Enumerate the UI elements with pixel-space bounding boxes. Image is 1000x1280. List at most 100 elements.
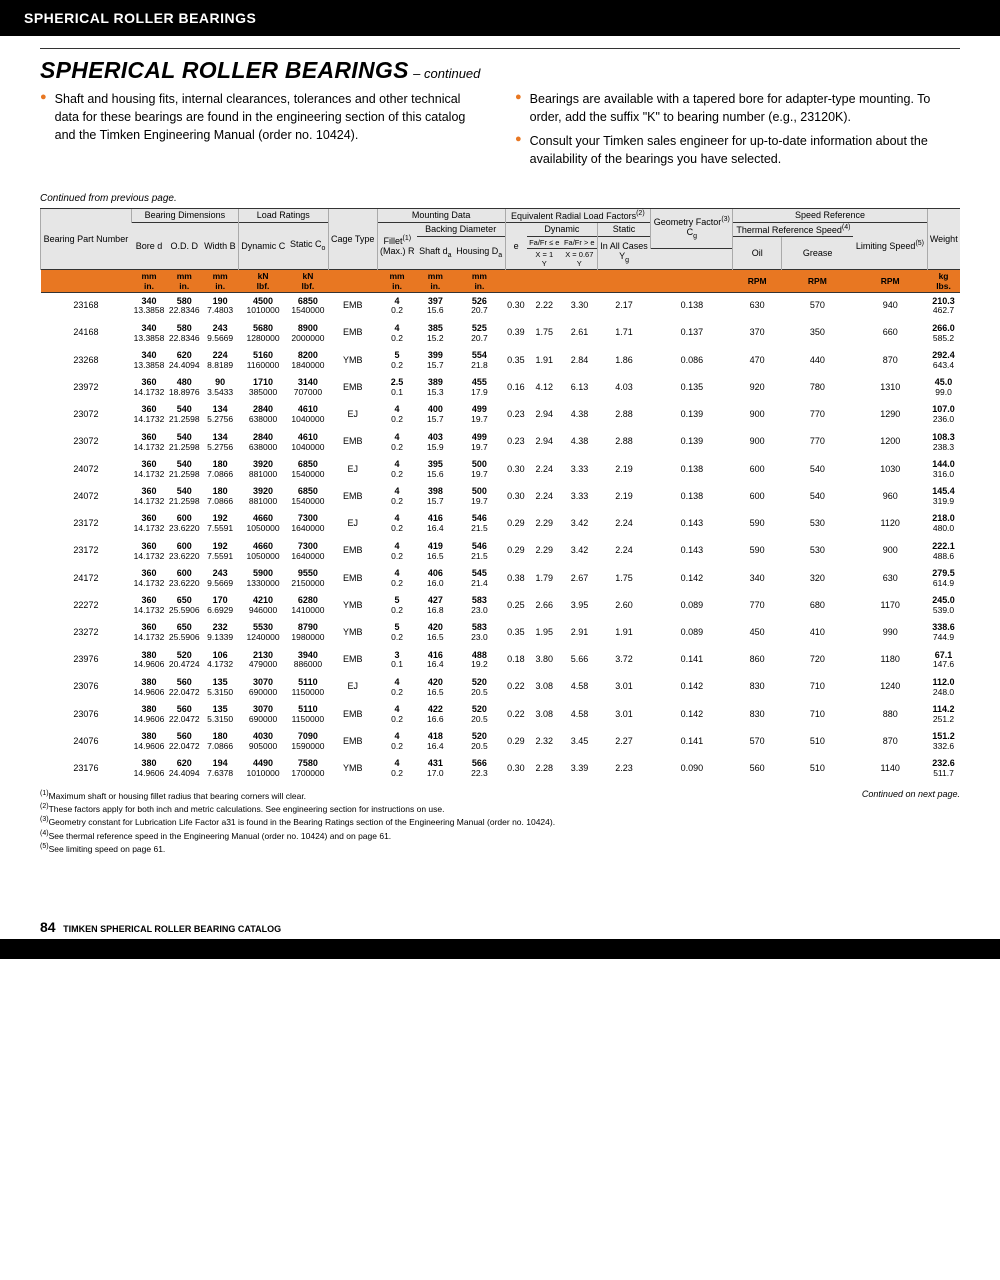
cell: 0.141 — [651, 647, 733, 674]
cell: 40015.7 — [417, 401, 454, 428]
cell: 338.6744.9 — [927, 619, 960, 646]
cell: 2.19 — [597, 456, 650, 483]
cell: 36014.1732 — [131, 456, 166, 483]
cell: 0.142 — [651, 565, 733, 592]
cell: 2248.8189 — [202, 347, 239, 374]
title-row: SPHERICAL ROLLER BEARINGS – continued — [40, 48, 960, 84]
cell: 2.88 — [597, 429, 650, 456]
cell: 58022.8346 — [167, 320, 202, 347]
cell: 58022.8346 — [167, 292, 202, 320]
cell: 50.2 — [377, 347, 417, 374]
cell: 2.24 — [527, 483, 562, 510]
cell: 108.3238.3 — [927, 429, 960, 456]
cell: 2.50.1 — [377, 374, 417, 401]
cell: 232.6511.7 — [927, 755, 960, 782]
cell-cage: EJ — [328, 401, 377, 428]
cell: 0.141 — [651, 728, 733, 755]
cell: 560 — [733, 755, 781, 782]
cell: 51101150000 — [288, 674, 329, 701]
cell: 0.16 — [505, 374, 527, 401]
u-sc: kNlbf. — [288, 269, 329, 292]
cell: 3070690000 — [238, 674, 287, 701]
bullet-col-left: ● Shaft and housing fits, internal clear… — [40, 90, 485, 175]
cell: 36014.1732 — [131, 483, 166, 510]
cell: 2.22 — [527, 292, 562, 320]
cell: 34013.3858 — [131, 320, 166, 347]
cell: 1345.2756 — [202, 429, 239, 456]
cell: 36014.1732 — [131, 619, 166, 646]
cell: 58323.0 — [454, 592, 505, 619]
cell: 590 — [733, 510, 781, 537]
cell: 52020.4724 — [167, 647, 202, 674]
cell-num: 24172 — [41, 565, 132, 592]
cell: 67.1147.6 — [927, 647, 960, 674]
u-wt: kglbs. — [927, 269, 960, 292]
cell: 4.38 — [562, 401, 598, 428]
cell: 1927.5591 — [202, 538, 239, 565]
cell: 51101150000 — [288, 701, 329, 728]
cell: 630 — [853, 565, 927, 592]
table-header-r2: Bore d O.D. D Width B Dynamic C Static C… — [41, 222, 961, 236]
cell: 940 — [853, 292, 927, 320]
cell: 2.28 — [527, 755, 562, 782]
col-cage: Cage Type — [328, 208, 377, 269]
cell: 0.137 — [651, 320, 733, 347]
cell: 0.090 — [651, 755, 733, 782]
cell: 2.94 — [527, 401, 562, 428]
cell: 40.2 — [377, 510, 417, 537]
cell: 960 — [853, 483, 927, 510]
cell: 144.0316.0 — [927, 456, 960, 483]
cell: 46601050000 — [238, 538, 287, 565]
u-ls: RPM — [853, 269, 927, 292]
cell: 880 — [853, 701, 927, 728]
cell: 660 — [853, 320, 927, 347]
cell: 1180 — [853, 647, 927, 674]
col-limiting: Limiting Speed(5) — [853, 222, 927, 269]
table-row: 2307236014.173254021.25981345.2756284063… — [41, 429, 961, 456]
cell: 39915.7 — [417, 347, 454, 374]
bullet-item: ● Consult your Timken sales engineer for… — [515, 132, 960, 168]
cell: 440 — [781, 347, 853, 374]
cell-num: 24072 — [41, 456, 132, 483]
cell-num: 23972 — [41, 374, 132, 401]
cell: 48018.8976 — [167, 374, 202, 401]
table-row: 2316834013.385858022.83461907.4803450010… — [41, 292, 961, 320]
cell-cage: EJ — [328, 456, 377, 483]
cell: 114.2251.2 — [927, 701, 960, 728]
cell: 43117.0 — [417, 755, 454, 782]
cell: 50019.7 — [454, 456, 505, 483]
cell: 3.95 — [562, 592, 598, 619]
col-dynamic2: Dynamic — [527, 222, 598, 236]
table-row: 2397638014.960652020.47241064.1732213047… — [41, 647, 961, 674]
cell: 4.12 — [527, 374, 562, 401]
cell: 68501540000 — [288, 483, 329, 510]
cell: 41616.4 — [417, 647, 454, 674]
table-header-groups: Bearing Part Number Bearing Dimensions L… — [41, 208, 961, 222]
cell-cage: EMB — [328, 647, 377, 674]
cell: 0.35 — [505, 347, 527, 374]
cell: 2329.1339 — [202, 619, 239, 646]
cell-cage: EMB — [328, 728, 377, 755]
u-sd: mmin. — [417, 269, 454, 292]
cell: 42716.8 — [417, 592, 454, 619]
cell: 0.143 — [651, 538, 733, 565]
col-backing: Backing Diameter — [417, 222, 505, 236]
col-fafr-le: Fa/Fr ≤ e — [527, 236, 562, 248]
cell: 42016.5 — [417, 674, 454, 701]
cell: 210.3462.7 — [927, 292, 960, 320]
cell: 39715.6 — [417, 292, 454, 320]
footnote: (1)Maximum shaft or housing fillet radiu… — [40, 789, 960, 802]
cell: 600 — [733, 456, 781, 483]
cell: 44901010000 — [238, 755, 287, 782]
cell: 2.94 — [527, 429, 562, 456]
cell: 630 — [733, 292, 781, 320]
cell-num: 22272 — [41, 592, 132, 619]
page-body: SPHERICAL ROLLER BEARINGS – continued ● … — [0, 36, 1000, 875]
table-row: 2407638014.960656022.04721807.0866403090… — [41, 728, 961, 755]
cell: 46601050000 — [238, 510, 287, 537]
bullet-text: Shaft and housing fits, internal clearan… — [55, 90, 485, 144]
cell: 40.2 — [377, 429, 417, 456]
colgroup-speed: Speed Reference — [733, 208, 927, 222]
cell: 45517.9 — [454, 374, 505, 401]
cell: 46101040000 — [288, 401, 329, 428]
